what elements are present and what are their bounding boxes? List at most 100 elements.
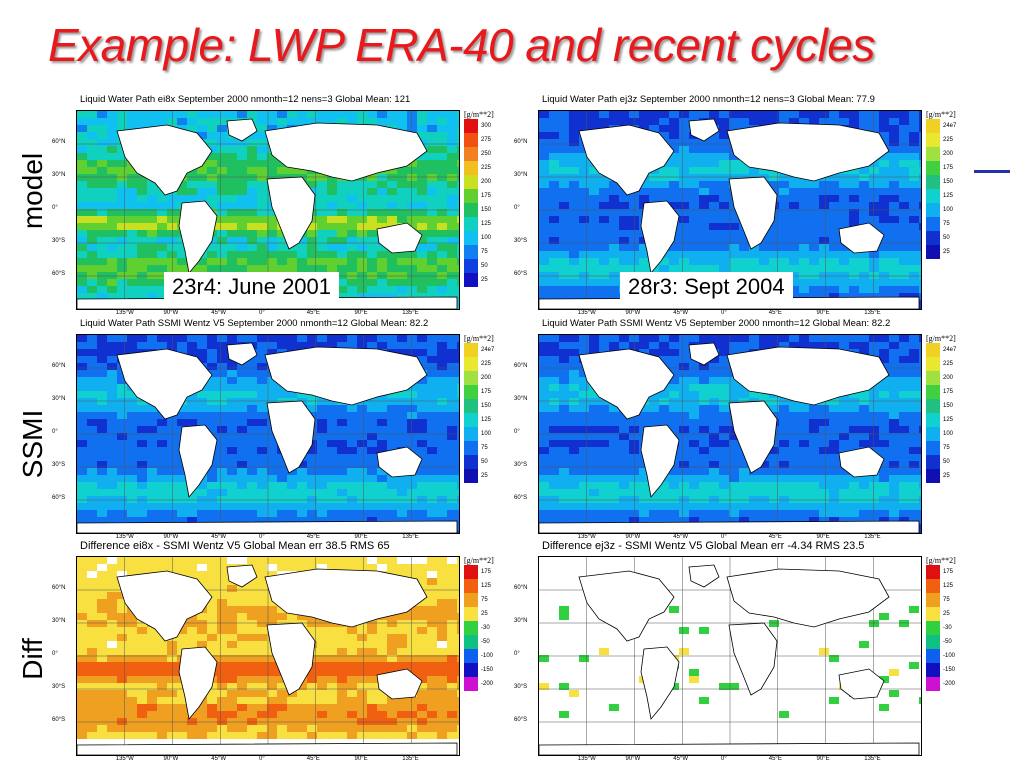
lat-tick-label: 0° bbox=[514, 651, 520, 657]
colorbar-label: 50 bbox=[481, 263, 488, 269]
colorbar-unit: [g/m**2] bbox=[464, 334, 506, 343]
colorbar-swatch bbox=[926, 455, 940, 469]
lat-tick-label: 30°S bbox=[514, 238, 527, 244]
colorbar-label: 75 bbox=[943, 445, 950, 451]
colorbar-label: 200 bbox=[481, 375, 491, 381]
continent-outline bbox=[539, 743, 919, 755]
colorbar-entry: 150 bbox=[926, 399, 968, 413]
colorbar-label: 100 bbox=[481, 235, 491, 241]
colorbar-entry: 100 bbox=[464, 231, 506, 245]
row-label-model: model bbox=[17, 146, 49, 236]
colorbar-entry: -30 bbox=[926, 621, 968, 635]
lat-tick-label: 30°S bbox=[514, 462, 527, 468]
colorbar-swatch bbox=[464, 357, 478, 371]
colorbar-entry: 175 bbox=[464, 385, 506, 399]
world-map bbox=[539, 335, 921, 533]
world-map bbox=[77, 557, 459, 755]
colorbar-label: 24e7 bbox=[943, 123, 956, 129]
colorbar-swatch bbox=[464, 399, 478, 413]
colorbar-label: 50 bbox=[943, 235, 950, 241]
colorbar-entry: 24e7 bbox=[464, 343, 506, 357]
colorbar-swatch bbox=[464, 427, 478, 441]
slide-title: Example: LWP ERA-40 and recent cycles bbox=[48, 18, 875, 72]
colorbar-entry: -100 bbox=[926, 649, 968, 663]
colorbar-swatch bbox=[926, 119, 940, 133]
map-panel-title: Liquid Water Path SSMI Wentz V5 Septembe… bbox=[542, 318, 890, 329]
colorbar-unit: [g/m**2] bbox=[926, 334, 968, 343]
colorbar-unit: [g/m**2] bbox=[926, 556, 968, 565]
colorbar-swatch bbox=[464, 441, 478, 455]
colorbar-label: 150 bbox=[943, 179, 953, 185]
colorbar-swatch bbox=[926, 427, 940, 441]
colorbar-entry: 175 bbox=[464, 565, 506, 579]
colorbar-swatch bbox=[464, 385, 478, 399]
colorbar-entry: -50 bbox=[926, 635, 968, 649]
colorbar-label: 25 bbox=[943, 249, 950, 255]
colorbar-label: 24e7 bbox=[481, 347, 494, 353]
colorbar-label: 100 bbox=[943, 431, 953, 437]
map-frame bbox=[76, 334, 460, 534]
colorbar-swatch bbox=[926, 677, 940, 691]
lat-tick-label: 60°S bbox=[514, 717, 527, 723]
lat-tick-label: 0° bbox=[514, 205, 520, 211]
colorbar-entry: 275 bbox=[464, 133, 506, 147]
colorbar-swatch bbox=[464, 231, 478, 245]
lat-tick-label: 60°N bbox=[514, 585, 527, 591]
colorbar-swatch bbox=[464, 371, 478, 385]
colorbar-swatch bbox=[464, 621, 478, 635]
lat-tick-label: 60°S bbox=[514, 495, 527, 501]
map-panel-4: Liquid Water Path SSMI Wentz V5 Septembe… bbox=[538, 318, 968, 538]
colorbar-entry: 225 bbox=[464, 161, 506, 175]
colorbar-swatch bbox=[926, 357, 940, 371]
colorbar-swatch bbox=[464, 343, 478, 357]
colorbar-label: 75 bbox=[943, 597, 950, 603]
colorbar-label: 75 bbox=[481, 445, 488, 451]
continent-outline bbox=[77, 521, 457, 533]
colorbar-label: 25 bbox=[481, 277, 488, 283]
colorbar-entry: 75 bbox=[464, 593, 506, 607]
colorbar-entry: 25 bbox=[926, 245, 968, 259]
colorbar-swatch bbox=[926, 399, 940, 413]
colorbar-swatch bbox=[464, 147, 478, 161]
colorbar-entry: -30 bbox=[464, 621, 506, 635]
colorbar-swatch bbox=[926, 663, 940, 677]
colorbar-swatch bbox=[464, 273, 478, 287]
lat-tick-label: 30°S bbox=[52, 684, 65, 690]
lat-tick-label: 60°S bbox=[52, 717, 65, 723]
colorbar-swatch bbox=[464, 161, 478, 175]
colorbar-entry: 175 bbox=[464, 189, 506, 203]
colorbar-label: 125 bbox=[481, 221, 491, 227]
colorbar-label: 24e7 bbox=[943, 347, 956, 353]
colorbar-label: 25 bbox=[481, 473, 488, 479]
colorbar-label: 75 bbox=[481, 249, 488, 255]
colorbar-swatch bbox=[464, 579, 478, 593]
colorbar-label: 175 bbox=[943, 165, 953, 171]
lat-tick-label: 60°N bbox=[514, 139, 527, 145]
lat-tick-label: 30°S bbox=[52, 238, 65, 244]
lat-tick-label: 30°S bbox=[514, 684, 527, 690]
lat-tick-label: 30°N bbox=[52, 396, 65, 402]
callout-23r4: 23r4: June 2001 bbox=[164, 272, 339, 302]
lat-tick-label: 60°N bbox=[52, 363, 65, 369]
colorbar-entry: 225 bbox=[926, 133, 968, 147]
colorbar-label: -200 bbox=[943, 681, 955, 687]
colorbar-swatch bbox=[926, 371, 940, 385]
colorbar-entry: 125 bbox=[464, 217, 506, 231]
colorbar-label: 225 bbox=[481, 165, 491, 171]
colorbar-label: 250 bbox=[481, 151, 491, 157]
colorbar-entry: 125 bbox=[926, 579, 968, 593]
map-frame bbox=[538, 334, 922, 534]
lat-tick-label: 30°S bbox=[52, 462, 65, 468]
colorbar-swatch bbox=[464, 203, 478, 217]
lat-tick-label: 60°N bbox=[52, 139, 65, 145]
row-label-ssmi: SSMI bbox=[17, 399, 49, 489]
colorbar-entry: 50 bbox=[464, 259, 506, 273]
row-label-diff: Diff bbox=[17, 614, 49, 704]
colorbar-swatch bbox=[926, 147, 940, 161]
colorbar-swatch bbox=[464, 245, 478, 259]
callout-28r3: 28r3: Sept 2004 bbox=[620, 272, 793, 302]
colorbar-entry: 200 bbox=[464, 175, 506, 189]
